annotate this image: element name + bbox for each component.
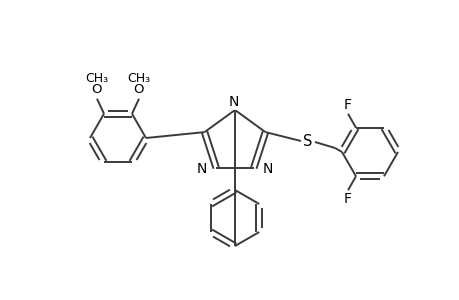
Text: CH₃: CH₃: [127, 72, 150, 85]
Text: CH₃: CH₃: [85, 72, 108, 85]
Text: N: N: [196, 162, 207, 176]
Text: F: F: [343, 98, 351, 112]
Text: N: N: [228, 95, 239, 109]
Text: F: F: [343, 192, 351, 206]
Text: O: O: [91, 83, 102, 96]
Text: S: S: [302, 134, 312, 148]
Text: O: O: [134, 83, 144, 96]
Text: N: N: [262, 162, 273, 176]
